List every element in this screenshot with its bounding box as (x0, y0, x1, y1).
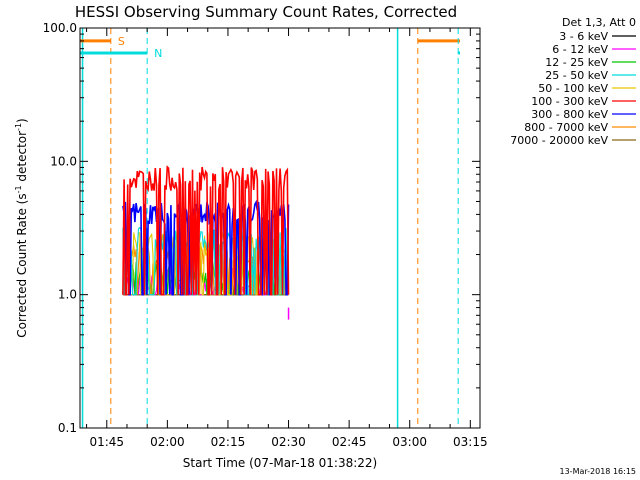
x-tick-label-2: 02:15 (211, 435, 246, 449)
x-axis: 01:45 02:00 02:15 02:30 02:45 03:00 03:15 (86, 28, 488, 449)
x-tick-label-5: 03:00 (392, 435, 427, 449)
y-axis-label: Corrected Count Rate (s-1 detector-1) (14, 118, 29, 337)
y-axis: 0.1 1.0 10.0 100.0 (43, 21, 480, 435)
plot-frame (79, 27, 481, 429)
chart-title: HESSI Observing Summary Count Rates, Cor… (75, 3, 457, 21)
legend-header: Det 1,3, Att 0 (562, 16, 636, 29)
x-tick-label-4: 02:45 (332, 435, 367, 449)
y-tick-label-2: 10.0 (50, 154, 77, 168)
y-tick-label-1: 1.0 (58, 288, 77, 302)
legend-label-3: 25 - 50 keV (545, 69, 608, 82)
legend-label-1: 6 - 12 keV (552, 43, 608, 56)
x-tick-label-6: 03:15 (453, 435, 488, 449)
legend-label-5: 100 - 300 keV (531, 95, 608, 108)
timestamp: 13-Mar-2018 16:15 (560, 467, 637, 476)
legend-label-4: 50 - 100 keV (538, 82, 608, 95)
plot-area: SN (80, 28, 460, 428)
y-tick-label-0: 0.1 (58, 421, 77, 435)
series-line-5 (122, 165, 290, 296)
legend-label-8: 7000 - 20000 keV (510, 134, 608, 147)
legend-label-2: 12 - 25 keV (545, 56, 608, 69)
legend-label-6: 300 - 800 keV (531, 108, 608, 121)
marker-label-n: N (154, 47, 162, 60)
y-tick-label-3: 100.0 (43, 21, 77, 35)
x-tick-label-0: 01:45 (89, 435, 124, 449)
marker-label-s: S (118, 35, 125, 48)
x-axis-label: Start Time (07-Mar-18 01:38:22) (183, 456, 377, 470)
legend-label-0: 3 - 6 keV (559, 30, 608, 43)
x-tick-label-3: 02:30 (271, 435, 306, 449)
x-tick-label-1: 02:00 (150, 435, 185, 449)
legend-label-7: 800 - 7000 keV (524, 121, 608, 134)
